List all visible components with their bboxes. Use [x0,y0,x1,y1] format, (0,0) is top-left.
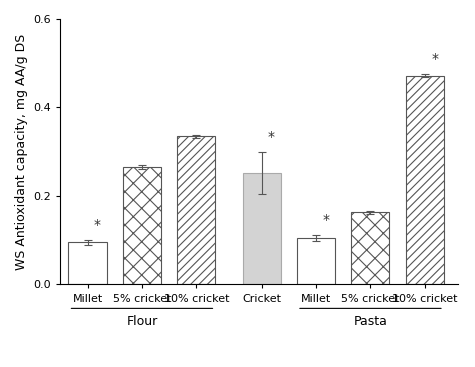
Text: Flour: Flour [126,315,158,328]
Bar [243,173,281,284]
Bar [123,167,161,284]
Bar [297,238,335,284]
Bar [406,76,444,284]
Text: *: * [323,213,329,228]
Text: *: * [431,52,438,66]
Y-axis label: WS Antioxidant capacity, mg AA/g DS: WS Antioxidant capacity, mg AA/g DS [15,34,28,270]
Bar [352,212,390,284]
Text: *: * [94,218,101,232]
Bar [68,243,106,284]
Text: *: * [268,130,275,144]
Text: Pasta: Pasta [353,315,388,328]
Bar [177,136,215,284]
